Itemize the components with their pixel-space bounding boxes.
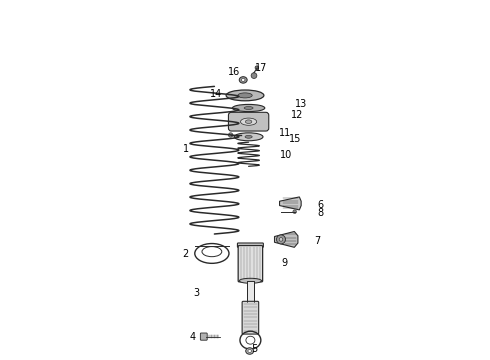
Ellipse shape — [239, 77, 247, 83]
Ellipse shape — [239, 278, 262, 283]
Ellipse shape — [279, 238, 283, 241]
FancyBboxPatch shape — [242, 301, 259, 334]
Text: 9: 9 — [282, 258, 288, 268]
Ellipse shape — [245, 120, 252, 123]
Text: 1: 1 — [183, 144, 189, 154]
Ellipse shape — [245, 135, 252, 138]
Text: 8: 8 — [318, 208, 324, 218]
Ellipse shape — [242, 78, 245, 81]
Ellipse shape — [241, 118, 257, 125]
FancyBboxPatch shape — [238, 243, 263, 247]
Text: 5: 5 — [251, 344, 257, 354]
Polygon shape — [274, 231, 298, 247]
FancyBboxPatch shape — [200, 333, 207, 340]
Ellipse shape — [293, 210, 296, 213]
FancyBboxPatch shape — [228, 112, 269, 131]
Text: 11: 11 — [278, 128, 291, 138]
Ellipse shape — [255, 66, 259, 69]
Text: 6: 6 — [318, 200, 324, 210]
Ellipse shape — [234, 133, 263, 141]
Ellipse shape — [238, 93, 252, 98]
Ellipse shape — [226, 90, 264, 101]
Text: 4: 4 — [190, 332, 196, 342]
Text: 13: 13 — [294, 99, 307, 109]
Ellipse shape — [251, 73, 257, 78]
Text: 14: 14 — [210, 89, 222, 99]
Ellipse shape — [276, 235, 286, 244]
Text: 16: 16 — [228, 67, 240, 77]
Text: 7: 7 — [314, 236, 320, 246]
Ellipse shape — [232, 104, 265, 112]
FancyBboxPatch shape — [238, 246, 263, 282]
Text: 3: 3 — [194, 288, 199, 298]
Text: 10: 10 — [280, 150, 293, 160]
Text: 17: 17 — [255, 63, 268, 73]
Polygon shape — [280, 197, 301, 210]
Ellipse shape — [248, 350, 251, 352]
Text: 2: 2 — [182, 249, 189, 259]
Text: 15: 15 — [289, 134, 301, 144]
Ellipse shape — [244, 107, 253, 109]
Text: 12: 12 — [291, 110, 303, 120]
Ellipse shape — [228, 133, 233, 137]
Ellipse shape — [245, 348, 254, 354]
Bar — [247, 281, 254, 302]
